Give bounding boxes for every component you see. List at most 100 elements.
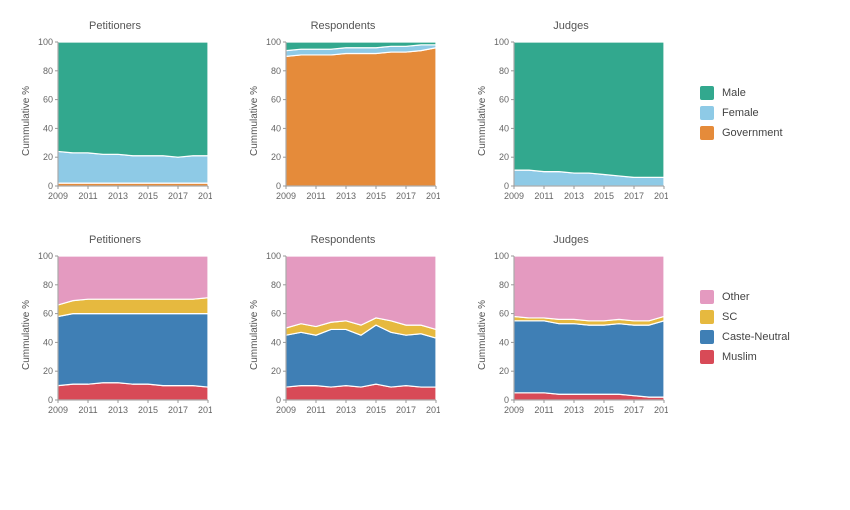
y-axis-label: Cummulative %	[19, 36, 32, 206]
panel-title: Petitioners	[89, 20, 141, 32]
chart-wrap: Cummulative %020406080100200920112013201…	[19, 36, 212, 206]
area-other	[286, 256, 436, 329]
svg-text:2017: 2017	[167, 405, 187, 415]
legend-item-male: Male	[700, 86, 834, 100]
area-male	[58, 42, 208, 157]
legend-item-female: Female	[700, 106, 834, 120]
legend-swatch-caste_neutral	[700, 330, 714, 344]
legend-item-muslim: Muslim	[700, 350, 834, 364]
svg-text:2015: 2015	[365, 191, 385, 201]
svg-text:2015: 2015	[365, 405, 385, 415]
legend-item-sc: SC	[700, 310, 834, 324]
svg-text:0: 0	[275, 181, 280, 191]
chart-wrap: Cummulative % 0 20 40 60 80 100 2009 2011 2013 201…	[475, 36, 668, 206]
area-chart: 020406080100200920112013201520172019	[32, 36, 212, 206]
svg-text:20: 20	[42, 366, 52, 376]
svg-text:2015: 2015	[593, 191, 613, 201]
svg-text:60: 60	[270, 95, 280, 105]
y-axis-label: Cummulative %	[475, 36, 488, 206]
area-chart: 020406080100200920112013201520172019	[32, 250, 212, 420]
legend-swatch-male	[700, 86, 714, 100]
legend-item-caste_neutral: Caste-Neutral	[700, 330, 834, 344]
svg-text:2017: 2017	[623, 405, 643, 415]
svg-text:2013: 2013	[563, 191, 583, 201]
svg-text:100: 100	[265, 251, 280, 261]
svg-text:2019: 2019	[425, 191, 439, 201]
svg-text:20: 20	[42, 152, 52, 162]
svg-text:2013: 2013	[107, 191, 127, 201]
area-caste_neutral	[58, 314, 208, 387]
legend-swatch-muslim	[700, 350, 714, 364]
svg-text:0: 0	[503, 181, 508, 191]
legend-label-muslim: Muslim	[722, 351, 757, 363]
svg-text:2017: 2017	[395, 191, 415, 201]
panel-title: Judges	[553, 20, 588, 32]
svg-text:40: 40	[498, 123, 508, 133]
area-male	[514, 42, 664, 177]
panel-1-2: JudgesCummulative %020406080100200920112…	[466, 234, 676, 420]
panel-title: Respondents	[311, 20, 376, 32]
svg-text:20: 20	[270, 366, 280, 376]
svg-text:80: 80	[498, 280, 508, 290]
chart-wrap: Cummulative %020406080100200920112013201…	[247, 36, 440, 206]
legend-row-0: Male Female Government	[694, 86, 834, 140]
svg-text:0: 0	[47, 395, 52, 405]
svg-text:80: 80	[42, 280, 52, 290]
svg-text:2009: 2009	[275, 405, 295, 415]
svg-text:2017: 2017	[623, 191, 643, 201]
svg-text:20: 20	[270, 152, 280, 162]
panel-title: Petitioners	[89, 234, 141, 246]
area-government	[286, 48, 436, 186]
panel-1-1: RespondentsCummulative %0204060801002009…	[238, 234, 448, 420]
svg-text:2009: 2009	[275, 191, 295, 201]
area-sc	[58, 298, 208, 317]
svg-text:2013: 2013	[563, 405, 583, 415]
svg-text:40: 40	[270, 337, 280, 347]
panel-0-1: RespondentsCummulative %0204060801002009…	[238, 20, 448, 206]
svg-text:0: 0	[47, 181, 52, 191]
area-chart: 0 20 40 60 80 100 2009 2011 2013 2015 2017 2019	[488, 36, 668, 206]
legend-swatch-government	[700, 126, 714, 140]
svg-text:80: 80	[42, 66, 52, 76]
svg-text:2011: 2011	[306, 405, 325, 415]
svg-text:100: 100	[493, 251, 508, 261]
svg-text:2019: 2019	[197, 191, 211, 201]
svg-text:2009: 2009	[47, 191, 67, 201]
svg-text:80: 80	[498, 66, 508, 76]
svg-text:2011: 2011	[306, 191, 325, 201]
svg-text:2013: 2013	[107, 405, 127, 415]
svg-text:40: 40	[498, 337, 508, 347]
svg-text:20: 20	[498, 152, 508, 162]
area-other	[58, 256, 208, 305]
svg-text:2019: 2019	[197, 405, 211, 415]
svg-text:60: 60	[270, 309, 280, 319]
svg-text:20: 20	[498, 366, 508, 376]
legend-label-government: Government	[722, 127, 783, 139]
svg-text:2009: 2009	[503, 191, 523, 201]
legend-swatch-female	[700, 106, 714, 120]
legend-row-1: OtherSCCaste-NeutralMuslim	[694, 290, 834, 364]
svg-text:2011: 2011	[534, 405, 553, 415]
chart-grid: Petitioners Cummulative % 0 20 40 60 80 100 2009…	[10, 20, 840, 420]
svg-text:2019: 2019	[653, 405, 667, 415]
panel-0-2: Judges Cummulative % 0 20 40 60 80 100 2009 2011 2…	[466, 20, 676, 206]
svg-text:0: 0	[503, 395, 508, 405]
svg-text:2019: 2019	[653, 191, 667, 201]
svg-text:2019: 2019	[425, 405, 439, 415]
panel-1-0: PetitionersCummulative %0204060801002009…	[10, 234, 220, 420]
svg-text:60: 60	[498, 95, 508, 105]
chart-wrap: Cummulative %020406080100200920112013201…	[475, 250, 668, 420]
svg-text:2017: 2017	[167, 191, 187, 201]
svg-text:2011: 2011	[534, 191, 553, 201]
svg-text:60: 60	[498, 309, 508, 319]
legend-swatch-other	[700, 290, 714, 304]
chart-wrap: Cummulative %020406080100200920112013201…	[19, 250, 212, 420]
svg-text:80: 80	[270, 66, 280, 76]
svg-text:100: 100	[265, 37, 280, 47]
y-axis-label: Cummulative %	[247, 250, 260, 420]
svg-text:100: 100	[493, 37, 508, 47]
svg-text:2009: 2009	[47, 405, 67, 415]
legend-swatch-sc	[700, 310, 714, 324]
legend-label-male: Male	[722, 87, 746, 99]
svg-text:40: 40	[42, 123, 52, 133]
